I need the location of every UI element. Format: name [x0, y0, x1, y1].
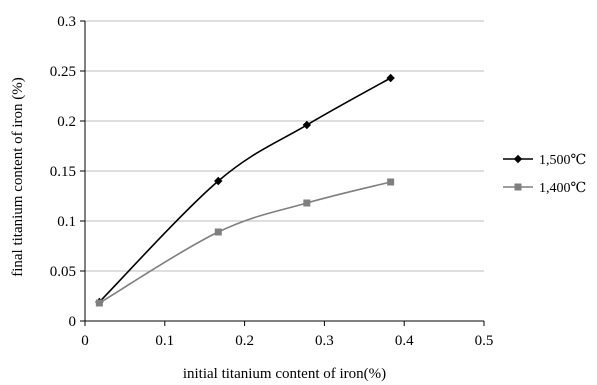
- y-tick-label: 0.3: [57, 14, 76, 30]
- data-point: [386, 73, 395, 83]
- y-tick-label: 0.15: [50, 164, 76, 180]
- legend-entry: 1,500℃: [503, 153, 586, 168]
- x-tick-label: 0.5: [475, 333, 494, 349]
- series-line: [98, 77, 392, 303]
- ticks-layer: 0 0.05 0.1 0.15 0.2 0.25 0.3 0 0.1 0.2 0.3 0.4 0.5: [50, 14, 494, 349]
- series-2: [95, 178, 395, 307]
- legend-label: 1,500℃: [539, 153, 586, 168]
- y-tick-label: 0.2: [57, 114, 76, 130]
- series-line: [98, 181, 391, 304]
- y-tick-label: 0: [69, 314, 77, 330]
- legend-marker: [513, 154, 523, 164]
- data-point: [95, 299, 103, 307]
- legend-label: 1,400℃: [539, 181, 586, 196]
- x-tick-label: 0: [81, 333, 89, 349]
- x-tick-label: 0.1: [155, 333, 174, 349]
- x-axis-title: initial titanium content of iron(%): [183, 366, 386, 382]
- data-point: [214, 176, 223, 186]
- x-tick-label: 0.3: [315, 333, 334, 349]
- y-tick-label: 0.1: [57, 214, 76, 230]
- x-tick-label: 0.4: [395, 333, 414, 349]
- y-tick-label: 0.05: [50, 264, 76, 280]
- y-axis-title: final titanium content of iron (%): [10, 77, 26, 277]
- grid-layer: [85, 20, 484, 272]
- legend: 1,500℃ 1,400℃: [503, 153, 586, 196]
- data-point: [303, 199, 311, 207]
- series-layer: [95, 73, 395, 307]
- legend-marker: [514, 183, 522, 191]
- data-point: [214, 228, 222, 236]
- data-point: [302, 120, 312, 130]
- y-tick-label: 0.25: [50, 64, 76, 80]
- legend-entry: 1,400℃: [503, 181, 586, 196]
- data-point: [387, 178, 395, 186]
- x-tick-label: 0.2: [235, 333, 254, 349]
